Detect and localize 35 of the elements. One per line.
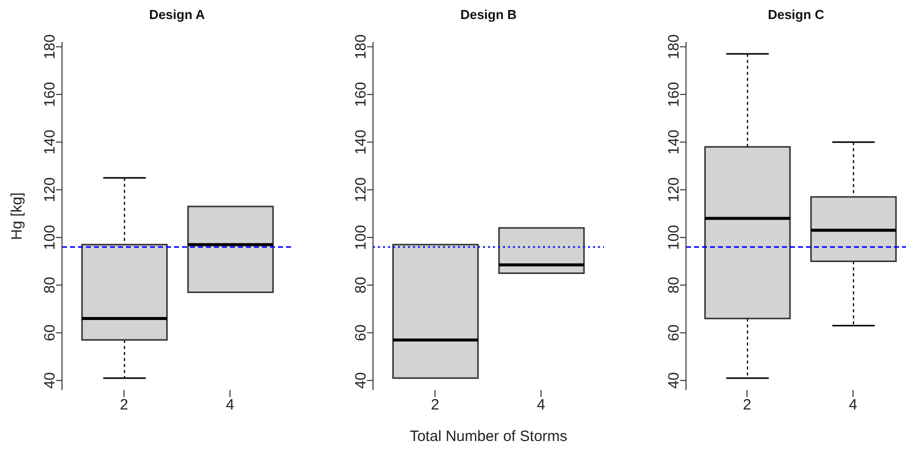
- y-tick-label: 80: [352, 276, 370, 294]
- y-tick-label: 120: [666, 177, 682, 202]
- y-tick-label: 140: [352, 130, 370, 155]
- y-tick-label: 40: [42, 372, 58, 389]
- x-axis-title: Total Number of Storms: [408, 428, 568, 446]
- y-tick-label: 180: [352, 34, 370, 60]
- y-tick-label: 60: [42, 324, 58, 342]
- chart-title: Design A: [148, 7, 206, 23]
- y-tick-label: 160: [666, 82, 682, 107]
- x-tick-label: 2: [430, 396, 440, 414]
- chart-title: Design B: [459, 7, 518, 23]
- x-tick-label: 4: [848, 396, 858, 414]
- y-tick-label: 80: [42, 276, 58, 294]
- y-tick-label: 60: [666, 324, 682, 342]
- y-tick-label: 120: [42, 177, 58, 202]
- y-tick-label: 120: [352, 177, 370, 202]
- y-tick-label: 100: [666, 224, 682, 250]
- y-tick-label: 160: [42, 82, 58, 107]
- y-tick-label: 60: [352, 324, 370, 342]
- x-tick-label: 2: [742, 396, 752, 414]
- y-axis-title: Hg [kg]: [8, 191, 26, 242]
- y-tick-label: 80: [666, 276, 682, 294]
- chart-title: Design C: [766, 7, 826, 23]
- y-tick-label: 140: [42, 130, 58, 155]
- y-tick-label: 160: [352, 82, 370, 107]
- y-tick-label: 140: [666, 130, 682, 155]
- y-tick-label: 180: [666, 34, 682, 60]
- y-tick-label: 40: [666, 372, 682, 389]
- y-tick-label: 100: [42, 224, 58, 250]
- x-tick-label: 4: [226, 396, 234, 414]
- x-tick-label: 4: [536, 396, 546, 414]
- y-tick-label: 40: [352, 372, 370, 389]
- y-tick-label: 100: [352, 224, 370, 250]
- y-tick-label: 180: [42, 34, 58, 60]
- x-tick-label: 2: [120, 396, 128, 414]
